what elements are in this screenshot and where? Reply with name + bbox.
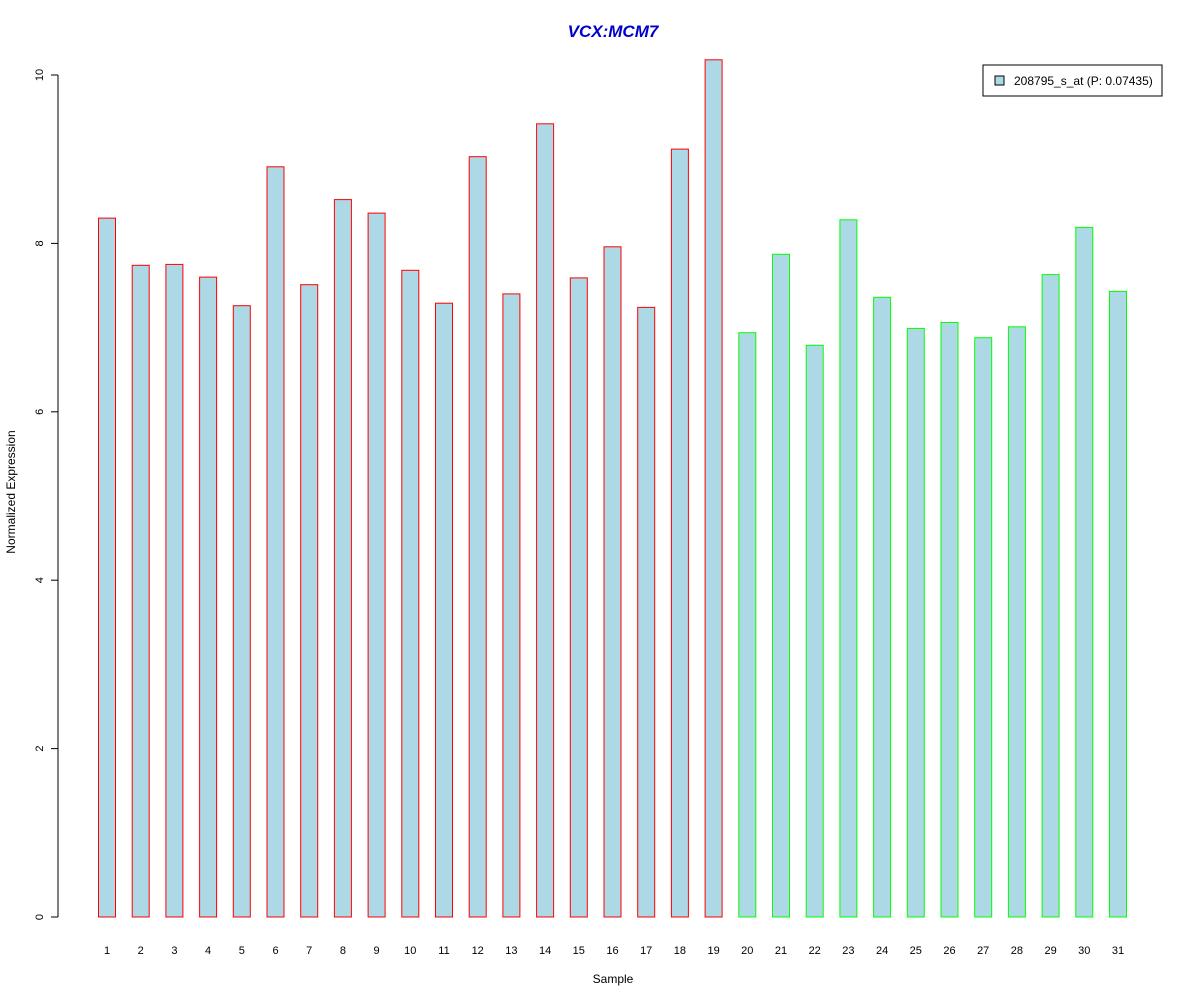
bar-sample-15 (569, 277, 588, 918)
y-tick-label: 2 (34, 746, 46, 752)
bar-sample-5 (232, 305, 251, 918)
bar-sample-30 (1075, 226, 1094, 918)
bar-sample-9 (367, 212, 386, 918)
x-tick-label: 25 (910, 945, 922, 957)
x-tick-label: 23 (842, 945, 854, 957)
bar-sample-29 (1041, 274, 1060, 918)
bar-sample-27 (974, 337, 993, 918)
bars-layer (98, 59, 1127, 918)
x-tick-label: 29 (1044, 945, 1056, 957)
x-tick-label: 18 (674, 945, 686, 957)
bar-sample-14 (536, 123, 555, 918)
bar-sample-10 (401, 269, 420, 918)
y-tick-label: 4 (34, 577, 46, 583)
bar-sample-7 (300, 284, 319, 918)
y-tick-label: 0 (34, 914, 46, 920)
title-layer: VCX:MCM7 (568, 22, 660, 41)
bar-sample-26 (940, 322, 959, 918)
bar-sample-3 (165, 263, 184, 918)
chart-title: VCX:MCM7 (568, 22, 660, 41)
bar-sample-6 (266, 166, 285, 918)
x-tick-label: 30 (1078, 945, 1090, 957)
x-tick-label: 4 (205, 945, 211, 957)
bar-sample-28 (1007, 326, 1026, 918)
y-axis-title: Normalized Expression (4, 430, 18, 553)
x-tick-label: 27 (977, 945, 989, 957)
x-tick-label: 3 (171, 945, 177, 957)
y-tick-label: 8 (34, 240, 46, 246)
x-tick-label: 8 (340, 945, 346, 957)
bar-sample-13 (502, 293, 521, 918)
x-tick-label: 28 (1011, 945, 1023, 957)
x-tick-label: 17 (640, 945, 652, 957)
bar-sample-17 (637, 306, 656, 918)
legend-swatch (994, 75, 1005, 86)
bar-sample-16 (603, 246, 622, 918)
x-tick-label: 16 (606, 945, 618, 957)
y-tick-label: 6 (34, 409, 46, 415)
bar-sample-18 (670, 148, 689, 918)
x-tick-label: 22 (809, 945, 821, 957)
x-tick-label: 31 (1112, 945, 1124, 957)
x-axis-title: Sample (593, 972, 634, 986)
bar-sample-11 (435, 302, 453, 918)
x-tick-label: 24 (876, 945, 888, 957)
x-tick-label: 10 (404, 945, 416, 957)
legend-box (982, 64, 1163, 97)
legend: 208795_s_at (P: 0.07435) (982, 64, 1163, 97)
x-tick-label: 14 (539, 945, 551, 957)
x-tick-label: 9 (374, 945, 380, 957)
x-tick-label: 12 (472, 945, 484, 957)
bar-sample-4 (199, 276, 218, 918)
bar-sample-2 (131, 264, 150, 918)
y-tick-label: 10 (34, 69, 46, 81)
bar-sample-20 (738, 332, 757, 918)
x-tick-label: 7 (306, 945, 312, 957)
bar-sample-21 (772, 253, 790, 918)
bar-sample-23 (839, 219, 858, 918)
bar-sample-8 (333, 199, 352, 918)
x-axis: 1 2 3 4 5 6 7 8 9 10 11 12 13 14 15 16 17 18 19 20 21 22 23 24 2… (104, 945, 1124, 957)
x-tick-label: 15 (573, 945, 585, 957)
legend-label: 208795_s_at (P: 0.07435) (1014, 74, 1153, 88)
bar-sample-22 (805, 344, 824, 918)
bar-sample-12 (468, 156, 487, 918)
x-tick-label: 21 (775, 945, 787, 957)
x-tick-label: 13 (505, 945, 517, 957)
y-axis: 0 2 4 6 8 10 (34, 69, 59, 920)
bar-sample-31 (1109, 290, 1127, 918)
bar-sample-1 (98, 217, 116, 918)
x-tick-label: 6 (272, 945, 278, 957)
x-tick-label: 20 (741, 945, 753, 957)
bar-sample-19 (704, 59, 723, 918)
x-tick-label: 11 (438, 945, 449, 957)
x-tick-label: 5 (239, 945, 245, 957)
x-tick-label: 19 (707, 945, 719, 957)
bar-sample-24 (873, 296, 892, 918)
x-tick-label: 2 (138, 945, 144, 957)
x-tick-label: 1 (104, 945, 110, 957)
x-tick-label: 26 (943, 945, 955, 957)
bar-sample-25 (906, 327, 925, 918)
